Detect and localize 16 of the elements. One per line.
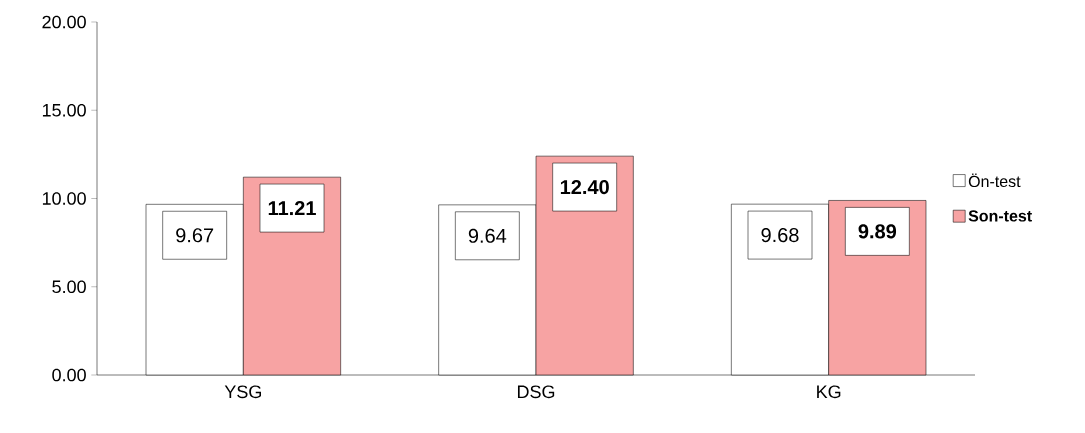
y-tick-label: 15.00 [42, 103, 86, 117]
x-tick-label: YSG [224, 385, 261, 399]
data-label: 12.40 [560, 179, 609, 195]
x-tick-label: KG [817, 385, 841, 399]
y-tick-label: 20.00 [42, 15, 86, 29]
y-tick-label: 5.00 [52, 280, 86, 294]
data-label: 11.21 [268, 201, 316, 216]
y-tick-label: 0.00 [52, 368, 86, 382]
data-label: 9.67 [176, 228, 214, 243]
data-label: 9.89 [858, 224, 897, 239]
legend-label: Son-test [968, 210, 1032, 222]
y-tick-label: 10.00 [42, 192, 86, 205]
data-label: 9.68 [761, 228, 799, 243]
data-label: 9.64 [468, 228, 507, 243]
legend-label: Ön-test [968, 173, 1021, 188]
x-tick-label: DSG [517, 385, 555, 399]
